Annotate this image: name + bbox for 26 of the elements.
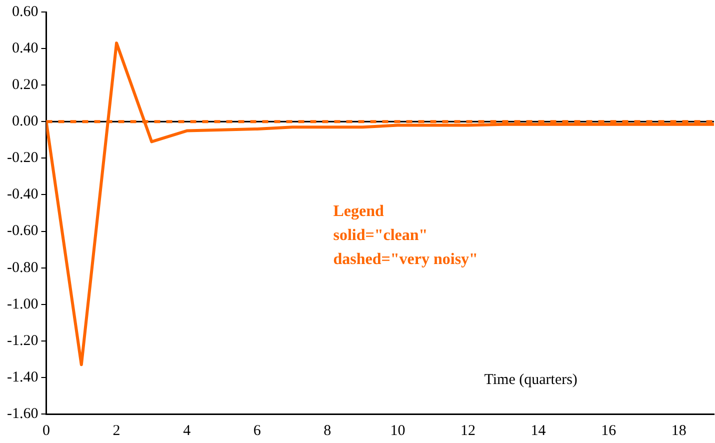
y-tick-label: -0.20 xyxy=(6,150,38,166)
y-tick-label: -1.00 xyxy=(6,296,38,312)
y-tick-label: 0.00 xyxy=(12,114,38,130)
x-tick-label: 14 xyxy=(530,422,546,439)
y-tick-label: 0.20 xyxy=(12,77,38,94)
x-axis-title: Time (quarters) xyxy=(484,372,578,388)
y-tick-label: 0.60 xyxy=(12,4,38,20)
annotation: solid="clean" xyxy=(333,227,428,244)
y-tick-label: -0.40 xyxy=(6,186,38,203)
y-tick-label: -0.80 xyxy=(6,260,38,276)
x-tick-label: 0 xyxy=(42,422,50,439)
x-tick-label: 2 xyxy=(112,422,120,439)
x-tick-label: 18 xyxy=(671,422,686,439)
y-tick-label: -1.40 xyxy=(6,369,38,386)
x-tick-label: 6 xyxy=(253,422,262,439)
x-tick-label: 8 xyxy=(324,422,332,439)
y-tick-label: 0.40 xyxy=(12,40,38,56)
x-tick-label: 16 xyxy=(601,422,617,439)
annotation: dashed="very noisy" xyxy=(333,251,478,268)
y-tick-label: -0.60 xyxy=(6,223,38,240)
y-tick-label: -1.20 xyxy=(6,332,38,349)
x-tick-label: 12 xyxy=(460,422,476,439)
annotation: Legend xyxy=(333,203,384,220)
x-tick-label: 4 xyxy=(183,422,192,439)
y-tick-label: -1.60 xyxy=(6,406,38,422)
x-tick-label: 10 xyxy=(390,422,406,439)
